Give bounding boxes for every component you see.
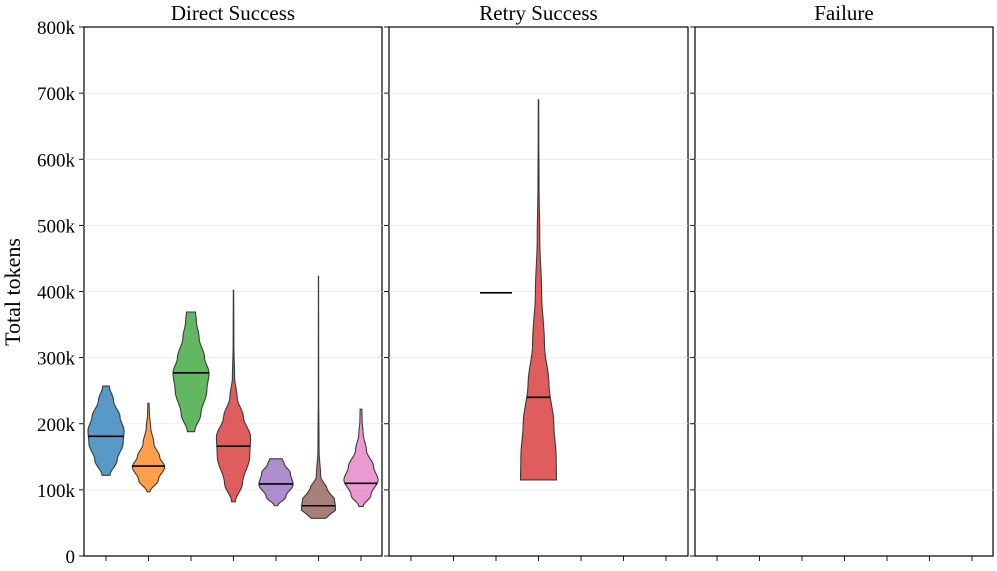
panel-failure: Failure — [690, 1, 994, 561]
y-tick-label: 0 — [66, 547, 76, 568]
y-tick-label: 100k — [37, 481, 76, 502]
y-tick-label: 200k — [37, 415, 76, 436]
violin-body — [258, 458, 294, 507]
y-tick-label: 400k — [37, 283, 76, 304]
violin-body — [131, 402, 166, 493]
violin-body — [87, 385, 125, 476]
y-tick-label: 500k — [37, 216, 76, 237]
panel-title: Failure — [814, 1, 873, 25]
violin-body — [300, 275, 337, 519]
y-tick-label: 800k — [37, 18, 76, 39]
y-tick-label: 300k — [37, 349, 76, 370]
violin-body — [343, 408, 379, 507]
violin-body — [172, 311, 210, 433]
y-axis-label: Total tokens — [0, 238, 25, 346]
y-tick-label: 700k — [37, 84, 76, 105]
violin-body — [519, 99, 558, 481]
panel-direct-success: 0 100k 200k 300k 400k 500k 600k 700k 800k Direct … — [37, 1, 383, 568]
panel-retry-success: Retry Success — [384, 1, 689, 561]
y-tick-label: 600k — [37, 150, 76, 171]
panel-title: Direct Success — [171, 1, 295, 25]
panel-title: Retry Success — [479, 1, 597, 25]
violin-body — [215, 289, 252, 503]
